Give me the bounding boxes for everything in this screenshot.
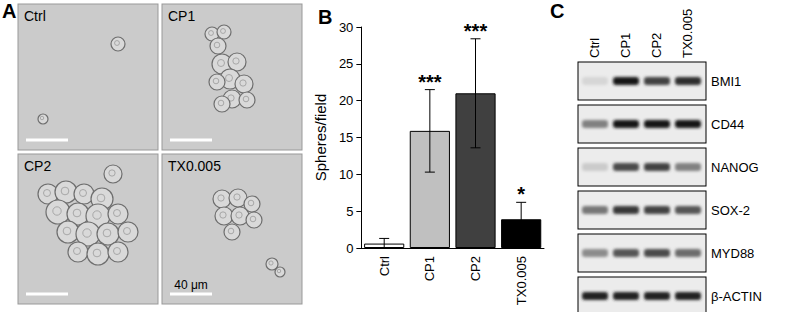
svg-text:Ctrl: Ctrl <box>377 256 392 276</box>
svg-text:0: 0 <box>346 241 353 256</box>
svg-text:CP1: CP1 <box>168 8 195 24</box>
svg-text:Ctrl: Ctrl <box>24 8 46 24</box>
svg-text:Spheres/field: Spheres/field <box>312 94 329 182</box>
svg-text:20: 20 <box>339 93 353 108</box>
svg-text:C: C <box>550 0 564 22</box>
svg-text:NANOG: NANOG <box>711 160 759 175</box>
svg-text:***: *** <box>464 20 488 42</box>
svg-text:5: 5 <box>346 204 353 219</box>
svg-text:***: *** <box>418 71 442 93</box>
svg-text:CP2: CP2 <box>649 33 664 58</box>
svg-text:30: 30 <box>339 20 353 35</box>
svg-text:CP2: CP2 <box>468 256 483 281</box>
svg-text:MYD88: MYD88 <box>711 246 754 261</box>
svg-text:SOX-2: SOX-2 <box>711 203 750 218</box>
svg-text:40 μm: 40 μm <box>174 278 208 292</box>
svg-text:25: 25 <box>339 56 353 71</box>
svg-text:TX0.005: TX0.005 <box>514 256 529 305</box>
svg-text:Ctrl: Ctrl <box>587 38 602 58</box>
svg-text:CP1: CP1 <box>422 256 437 281</box>
svg-text:CP2: CP2 <box>24 158 51 174</box>
svg-text:BMI1: BMI1 <box>711 74 741 89</box>
svg-text:CD44: CD44 <box>711 117 744 132</box>
svg-text:A: A <box>2 0 16 22</box>
svg-text:15: 15 <box>339 130 353 145</box>
svg-text:TX0.005: TX0.005 <box>168 158 221 174</box>
svg-text:TX0.005: TX0.005 <box>680 9 695 58</box>
svg-text:CP1: CP1 <box>618 33 633 58</box>
svg-text:*: * <box>517 183 525 205</box>
svg-text:10: 10 <box>339 167 353 182</box>
svg-text:β-ACTIN: β-ACTIN <box>711 289 762 304</box>
svg-text:B: B <box>318 6 332 28</box>
